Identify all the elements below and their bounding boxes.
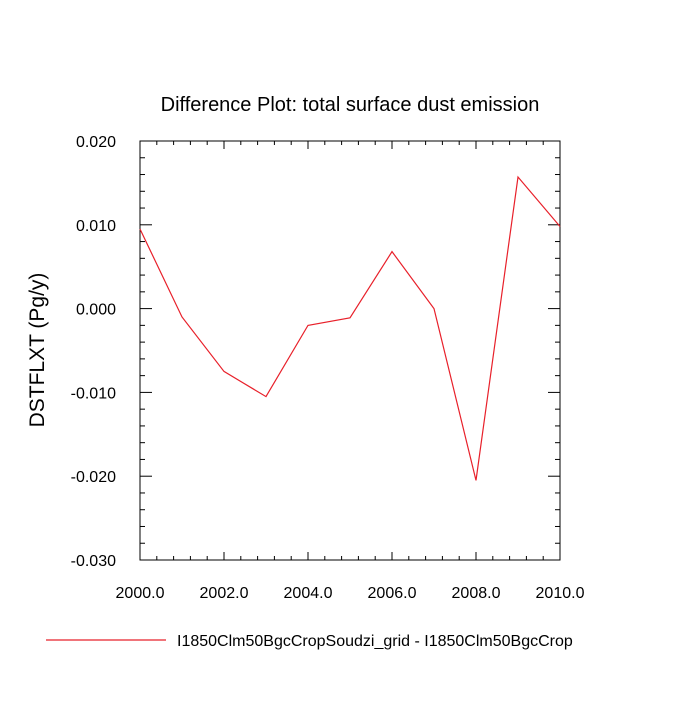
series-line	[139, 175, 561, 481]
y-tick-label: 0.000	[76, 302, 116, 319]
y-tick-label: 0.020	[76, 134, 116, 151]
series-layer	[139, 175, 561, 481]
x-tick-label: 2000.0	[116, 585, 165, 602]
plot-frame	[139, 140, 561, 561]
x-tick-label: 2008.0	[452, 585, 501, 602]
x-tick-label: 2004.0	[284, 585, 333, 602]
x-tick-label: 2010.0	[536, 585, 585, 602]
y-tick-label: 0.010	[76, 218, 116, 235]
legend-label: I1850Clm50BgcCropSoudzi_grid - I1850Clm5…	[177, 633, 573, 650]
x-tick-label: 2006.0	[368, 585, 417, 602]
axes: 2000.0 2002.0 2004.0 2006.0 2008.0 2010.0 -0.0…	[71, 134, 585, 602]
y-tick-label: -0.030	[71, 553, 116, 570]
legend: I1850Clm50BgcCropSoudzi_grid - I1850Clm5…	[46, 633, 573, 650]
y-tick-label: -0.020	[71, 469, 116, 486]
chart-title: Difference Plot: total surface dust emis…	[161, 94, 540, 116]
x-tick-label: 2002.0	[200, 585, 249, 602]
y-tick-label: -0.010	[71, 385, 116, 402]
y-axis-label: DSTFLXT (Pg/y)	[26, 273, 49, 428]
